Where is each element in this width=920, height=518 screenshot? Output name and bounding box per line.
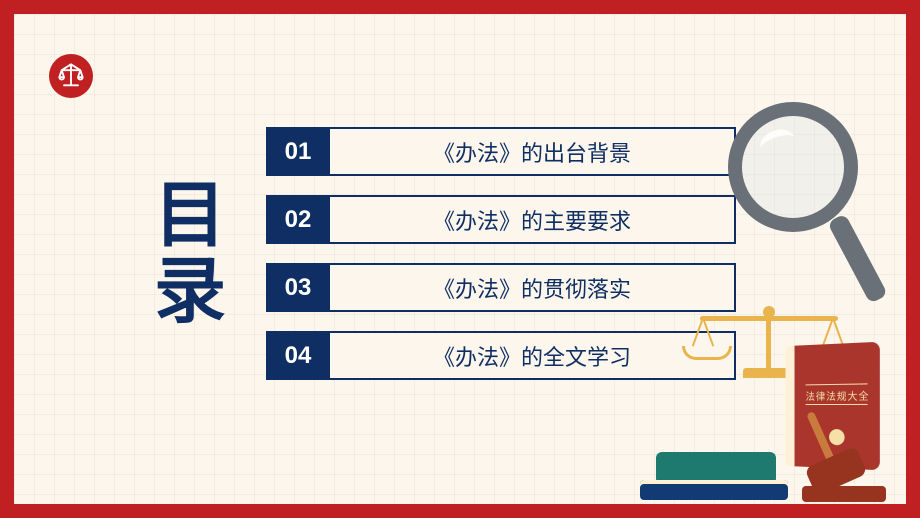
toc-title-char-2: 录 <box>154 255 226 331</box>
law-book-red: 法律法规大全 <box>786 342 880 471</box>
magnifier-handle <box>827 213 888 304</box>
toc-num-4: 04 <box>266 331 330 380</box>
toc-num-1: 01 <box>266 127 330 176</box>
law-illustration: 法律法规大全 <box>618 304 888 504</box>
toc-label-2: 《办法》的主要要求 <box>330 195 736 244</box>
toc-item-1: 01 《办法》的出台背景 <box>266 127 736 176</box>
slide-inner-frame: 目 录 01 《办法》的出台背景 02 《办法》的主要要求 03 《办法》的贯彻… <box>14 14 906 504</box>
slide-outer-frame: 目 录 01 《办法》的出台背景 02 《办法》的主要要求 03 《办法》的贯彻… <box>0 0 920 518</box>
toc-title: 目 录 <box>154 179 226 330</box>
law-book-blue <box>640 480 788 500</box>
magnifier-illustration <box>728 102 888 322</box>
gavel-block <box>802 486 886 502</box>
toc-title-char-1: 目 <box>154 179 226 255</box>
toc-num-3: 03 <box>266 263 330 312</box>
law-book-green <box>656 452 776 482</box>
toc-num-2: 02 <box>266 195 330 244</box>
scale-balance-icon <box>49 54 93 98</box>
magnifier-lens <box>728 102 858 232</box>
toc-label-1: 《办法》的出台背景 <box>330 127 736 176</box>
toc-item-2: 02 《办法》的主要要求 <box>266 195 736 244</box>
law-book-label: 法律法规大全 <box>806 387 870 403</box>
